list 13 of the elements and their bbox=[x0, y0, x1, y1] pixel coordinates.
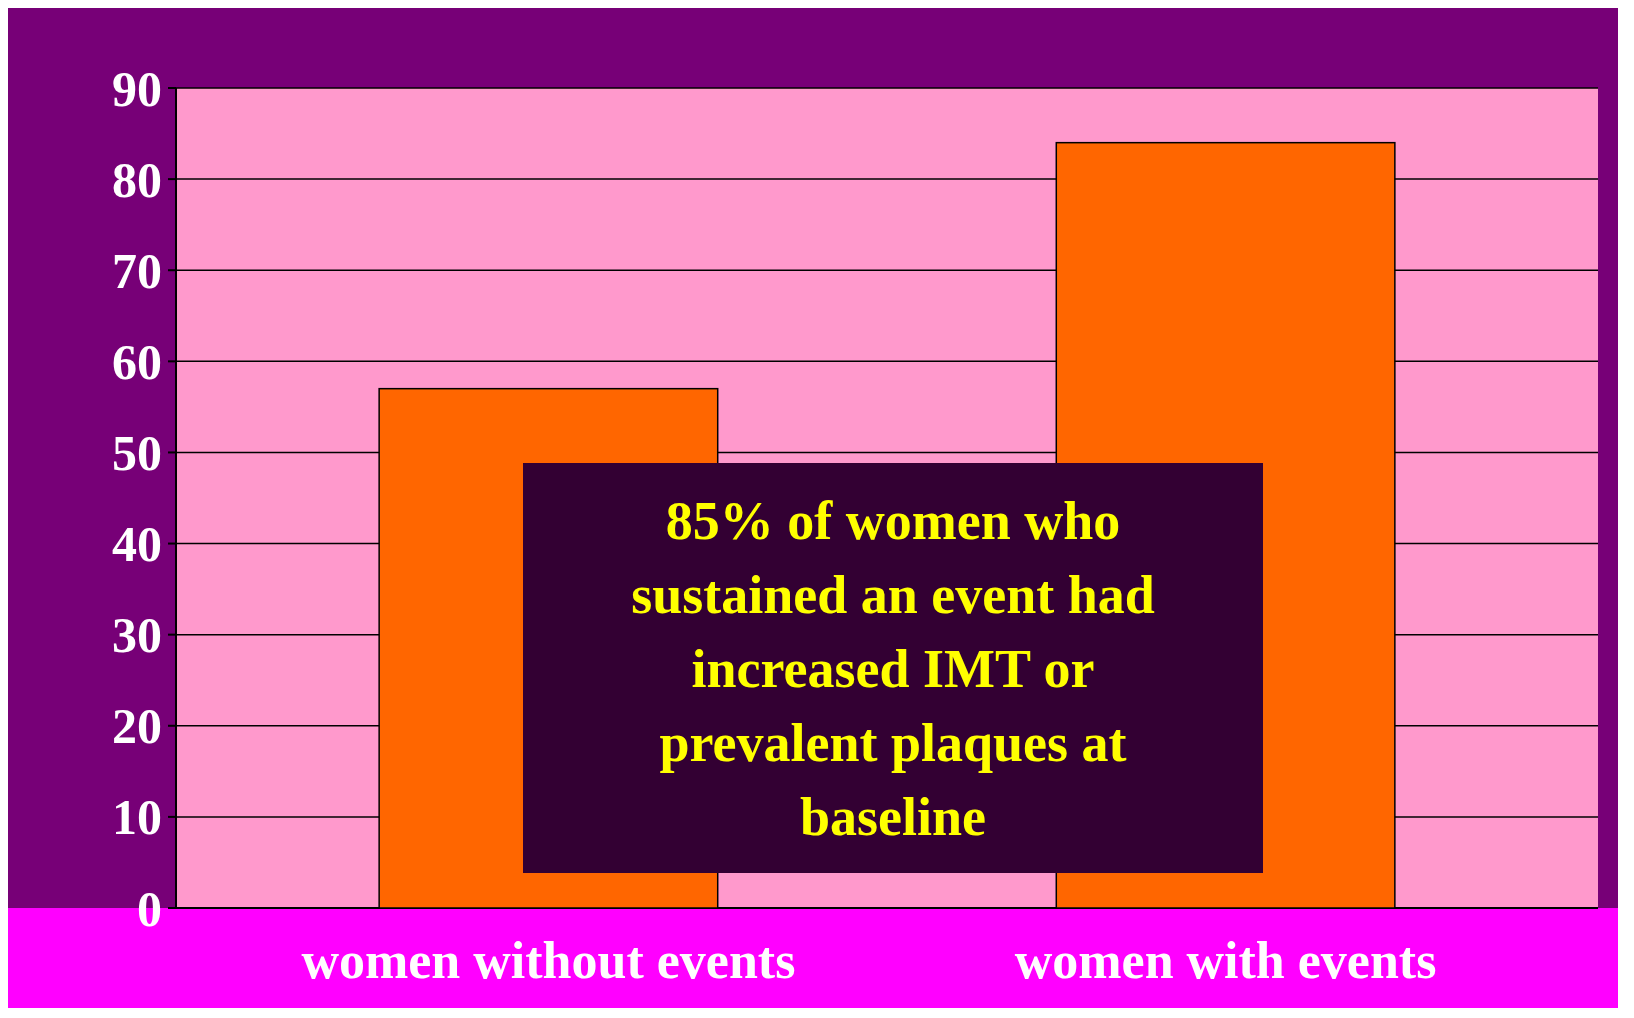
x-tick-label: women without events bbox=[301, 932, 796, 989]
y-tick-label: 70 bbox=[112, 242, 162, 299]
y-tick-label: 90 bbox=[112, 60, 162, 117]
y-tick-label: 20 bbox=[112, 698, 162, 755]
y-tick-label: 80 bbox=[112, 151, 162, 208]
y-tick-label: 60 bbox=[112, 333, 162, 390]
y-tick-label: 10 bbox=[112, 789, 162, 846]
y-tick-label: 30 bbox=[112, 607, 162, 664]
annotation: 85% of women who sustained an event had increased IMT or prevalent plaques at baseline bbox=[631, 491, 1155, 847]
y-tick-label: 0 bbox=[137, 880, 162, 937]
x-tick-label: women with events bbox=[1014, 932, 1437, 989]
y-tick-label: 40 bbox=[112, 516, 162, 573]
y-tick-label: 50 bbox=[112, 424, 162, 481]
